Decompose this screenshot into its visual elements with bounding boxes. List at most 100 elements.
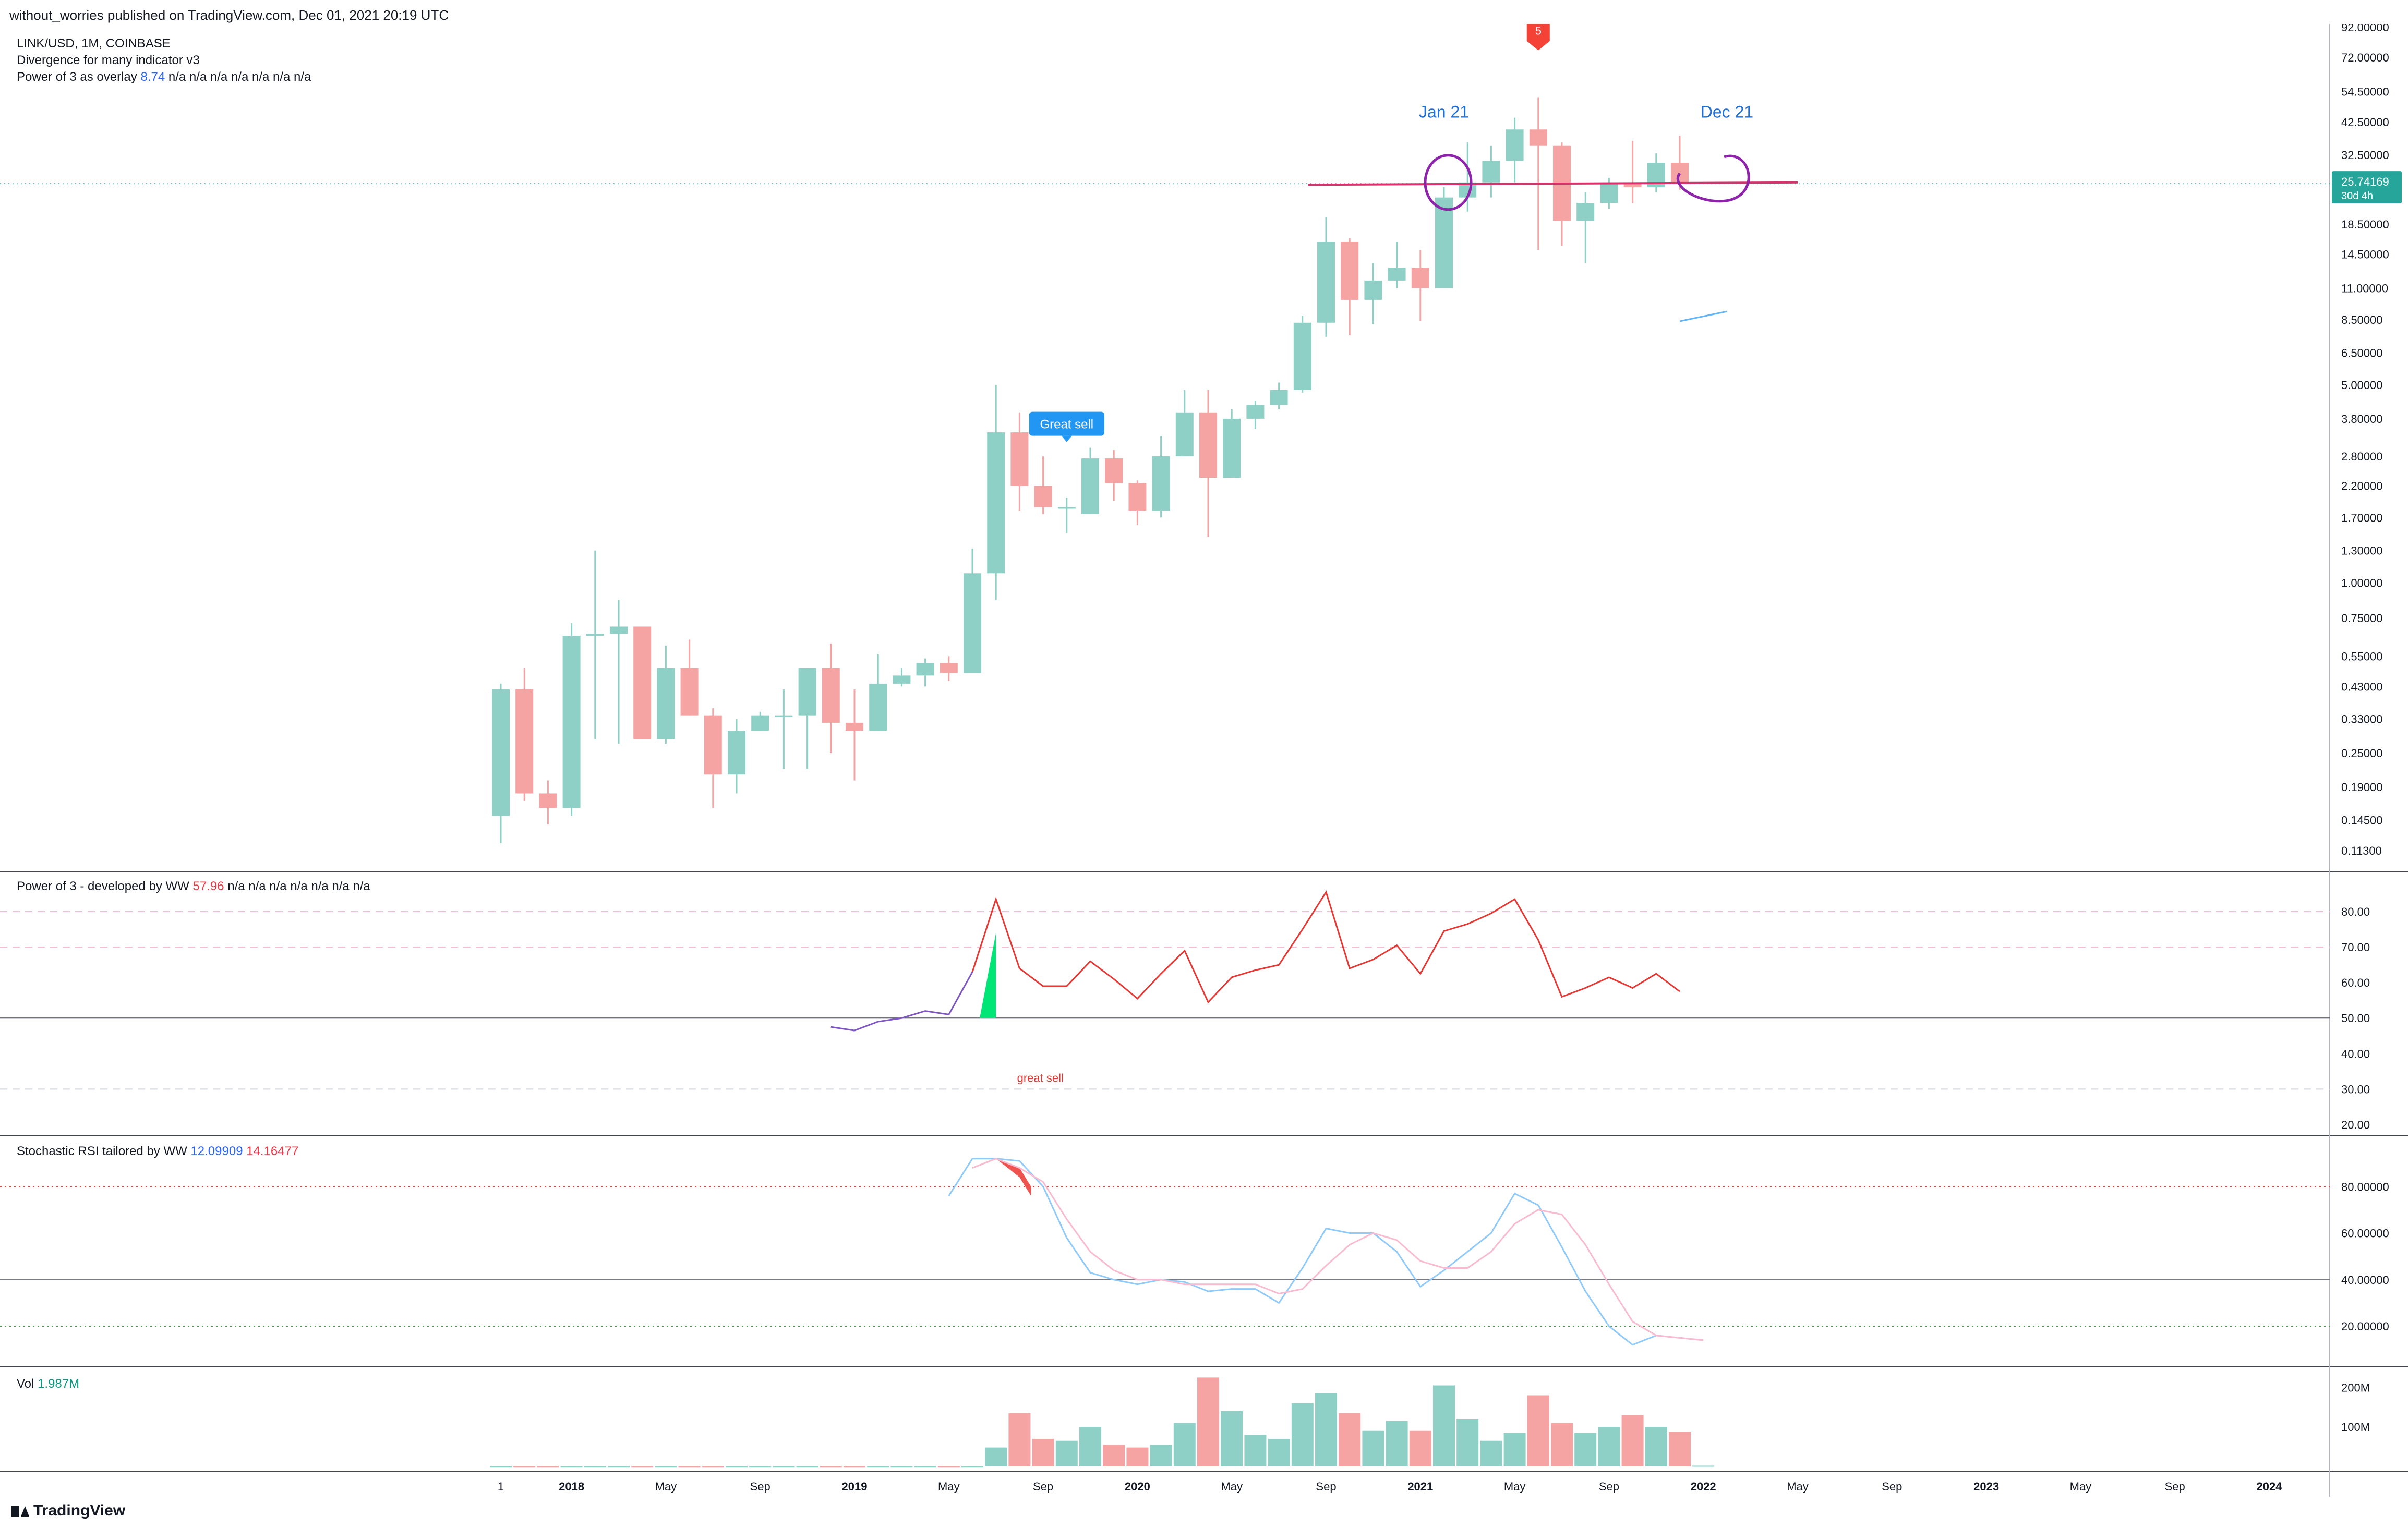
- volume-bar: [655, 1466, 677, 1468]
- volume-bar: [749, 1466, 772, 1468]
- volume-bar: [1433, 1385, 1455, 1466]
- volume-bar: [1291, 1403, 1314, 1466]
- vol-tick-label: 100M: [2341, 1421, 2370, 1434]
- volume-bar: [914, 1466, 936, 1468]
- price-tick-label: 0.55000: [2341, 650, 2383, 663]
- candle-body: [916, 663, 934, 676]
- price-tick-label: 2.20000: [2341, 480, 2383, 493]
- power3-tick-label: 60.00: [2341, 976, 2370, 989]
- tradingview-logo: TradingView: [11, 1502, 125, 1520]
- resistance-line: [1308, 181, 1798, 186]
- power3-tick-label: 40.00: [2341, 1047, 2370, 1060]
- volume-bar: [726, 1466, 748, 1468]
- volume-bar: [490, 1466, 512, 1468]
- vol-label: Vol: [17, 1377, 34, 1391]
- time-tick-label: Sep: [1599, 1480, 1619, 1493]
- time-tick-label: May: [1787, 1480, 1809, 1493]
- candle-body: [1364, 280, 1382, 300]
- price-tick-label: 1.00000: [2341, 576, 2383, 589]
- candle-body: [987, 432, 1005, 574]
- time-tick-label: May: [655, 1480, 677, 1493]
- volume-bar: [1598, 1427, 1620, 1466]
- volume-bar: [537, 1466, 559, 1468]
- candle-body: [1152, 456, 1170, 511]
- candle-body: [680, 668, 699, 716]
- volume-bar: [608, 1466, 630, 1468]
- candle-body: [1270, 390, 1288, 405]
- candle-body: [964, 573, 981, 673]
- volume-bar: [1621, 1415, 1644, 1466]
- candle-body: [751, 715, 769, 731]
- candle-body: [704, 715, 722, 775]
- candle-body: [869, 683, 887, 731]
- power3-tick-label: 70.00: [2341, 941, 2370, 954]
- candle-body: [1105, 458, 1123, 483]
- candle-body: [610, 626, 628, 634]
- price-tick-label: 6.50000: [2341, 346, 2383, 359]
- candle-body: [1057, 507, 1076, 509]
- power3-legend: Power of 3 - developed by WW 57.96 n/a n…: [17, 879, 370, 894]
- candle-body: [1411, 268, 1429, 288]
- volume-bar: [1551, 1423, 1573, 1466]
- price-tick-label: 0.75000: [2341, 612, 2383, 625]
- volume-bar: [1008, 1413, 1031, 1466]
- stoch-d-value: 14.16477: [246, 1144, 299, 1158]
- volume-bar: [631, 1466, 654, 1468]
- stoch-fill: [996, 1158, 1031, 1196]
- volume-bar: [1480, 1440, 1502, 1466]
- vol-legend: Vol 1.987M: [17, 1377, 79, 1391]
- price-tick-label: 32.50000: [2341, 149, 2389, 162]
- candle-body: [515, 689, 534, 794]
- price-tick-label: 0.14500: [2341, 814, 2383, 827]
- stoch-legend: Stochastic RSI tailored by WW 12.09909 1…: [17, 1144, 298, 1159]
- candle-body: [940, 663, 958, 673]
- power3-fill: [972, 932, 996, 1018]
- volume-bar: [1669, 1432, 1691, 1466]
- great-sell-label-box: [1029, 411, 1104, 436]
- price-tick-label: 0.43000: [2341, 680, 2383, 693]
- price-tick-label: 1.70000: [2341, 511, 2383, 524]
- price-tick-label: 1.30000: [2341, 544, 2383, 557]
- vol-value: 1.987M: [38, 1377, 80, 1391]
- volume-bar: [513, 1466, 536, 1468]
- volume-bar: [1386, 1421, 1408, 1466]
- volume-bar: [1173, 1423, 1196, 1466]
- stoch-tick-label: 60.00000: [2341, 1227, 2389, 1240]
- volume-bar: [796, 1466, 818, 1468]
- tradingview-logo-icon: [11, 1506, 29, 1517]
- time-tick-label: 2024: [2257, 1480, 2283, 1493]
- time-tick-label: Sep: [750, 1480, 770, 1493]
- time-tick-label: Sep: [2165, 1480, 2185, 1493]
- signal-marker: [1526, 19, 1550, 51]
- volume-bar: [867, 1466, 889, 1468]
- candle-body: [1034, 486, 1052, 507]
- volume-bar: [1268, 1438, 1290, 1466]
- volume-bar: [1103, 1445, 1125, 1466]
- time-tick-label: 2018: [559, 1480, 584, 1493]
- candle-body: [822, 668, 840, 723]
- price-tick-label: 18.50000: [2341, 218, 2389, 231]
- volume-bar: [1079, 1427, 1101, 1466]
- price-tick-label: 72.00000: [2341, 51, 2389, 64]
- overlay-value: 8.74: [140, 70, 165, 84]
- last-price-label: 25.74169: [2341, 175, 2389, 188]
- volume-bar: [1574, 1433, 1597, 1466]
- indicator-legend-divergence: Divergence for many indicator v3: [17, 53, 200, 67]
- candle-body: [562, 635, 581, 808]
- time-tick-label: Sep: [1033, 1480, 1053, 1493]
- candle-body: [657, 668, 675, 739]
- power3-tick-label: 30.00: [2341, 1083, 2370, 1096]
- time-tick-label: 1: [498, 1480, 504, 1493]
- volume-bar: [890, 1466, 913, 1468]
- stoch-tick-label: 80.00000: [2341, 1180, 2389, 1193]
- publish-info: without_worries published on TradingView…: [9, 7, 449, 23]
- candle-body: [586, 634, 604, 636]
- candle-body: [775, 715, 793, 717]
- power3-label: Power of 3 - developed by WW: [17, 879, 189, 893]
- price-tick-label: 0.33000: [2341, 713, 2383, 726]
- price-tick-label: 8.50000: [2341, 313, 2383, 326]
- price-tick-label: 54.50000: [2341, 85, 2389, 98]
- candle-body: [1435, 197, 1453, 288]
- time-tick-label: May: [2070, 1480, 2092, 1493]
- candle-body: [1529, 129, 1547, 146]
